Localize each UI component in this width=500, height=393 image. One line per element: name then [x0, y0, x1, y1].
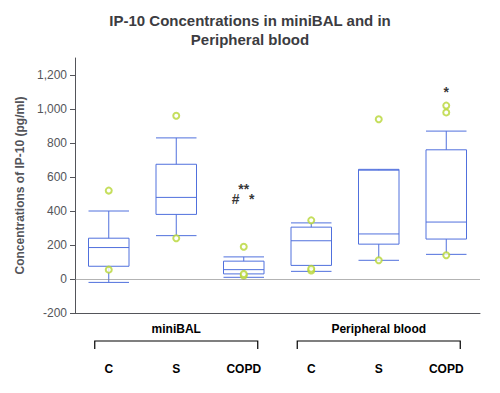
svg-text:COPD: COPD [226, 362, 261, 376]
svg-text:Peripheral blood: Peripheral blood [331, 322, 426, 336]
svg-text:1,200: 1,200 [37, 68, 67, 82]
svg-text:-200: -200 [43, 306, 67, 320]
svg-text:IP-10 Concentrations in miniBA: IP-10 Concentrations in miniBAL and in [109, 12, 390, 29]
svg-text:*: * [444, 84, 450, 100]
svg-text:400: 400 [47, 204, 67, 218]
svg-text:0: 0 [60, 272, 67, 286]
svg-text:#: # [232, 191, 240, 207]
svg-text:200: 200 [47, 238, 67, 252]
svg-text:800: 800 [47, 136, 67, 150]
svg-text:*: * [249, 191, 255, 207]
svg-text:Concentrations of IP-10 (pg/ml: Concentrations of IP-10 (pg/ml) [13, 96, 27, 274]
svg-text:600: 600 [47, 170, 67, 184]
svg-text:C: C [104, 362, 113, 376]
svg-text:1,000: 1,000 [37, 102, 67, 116]
svg-text:S: S [375, 362, 383, 376]
svg-text:C: C [307, 362, 316, 376]
svg-text:**: ** [238, 181, 249, 197]
svg-text:COPD: COPD [429, 362, 464, 376]
svg-text:S: S [172, 362, 180, 376]
svg-text:Peripheral blood: Peripheral blood [191, 31, 309, 48]
svg-text:miniBAL: miniBAL [152, 322, 201, 336]
